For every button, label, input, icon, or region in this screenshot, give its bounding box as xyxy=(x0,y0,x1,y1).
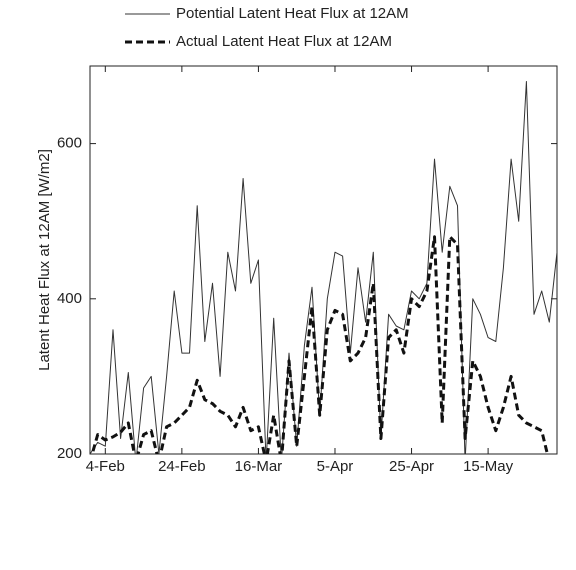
x-tick-label: 16-Mar xyxy=(235,458,283,475)
x-tick-label: 15-May xyxy=(463,458,514,475)
x-tick-label: 4-Feb xyxy=(86,458,125,475)
series-line xyxy=(90,235,549,454)
series-line xyxy=(90,81,557,454)
legend-label: Actual Latent Heat Flux at 12AM xyxy=(176,33,392,50)
y-tick-label: 400 xyxy=(57,290,82,307)
y-axis-label: Latent Heat Flux at 12AM [W/m2] xyxy=(36,149,53,371)
x-tick-label: 24-Feb xyxy=(158,458,206,475)
x-tick-label: 25-Apr xyxy=(389,458,434,475)
y-tick-label: 600 xyxy=(57,135,82,152)
legend-label: Potential Latent Heat Flux at 12AM xyxy=(176,5,409,22)
y-tick-label: 200 xyxy=(57,445,82,462)
plot-frame xyxy=(89,65,558,455)
plot-area xyxy=(90,81,557,454)
x-tick-label: 5-Apr xyxy=(317,458,354,475)
